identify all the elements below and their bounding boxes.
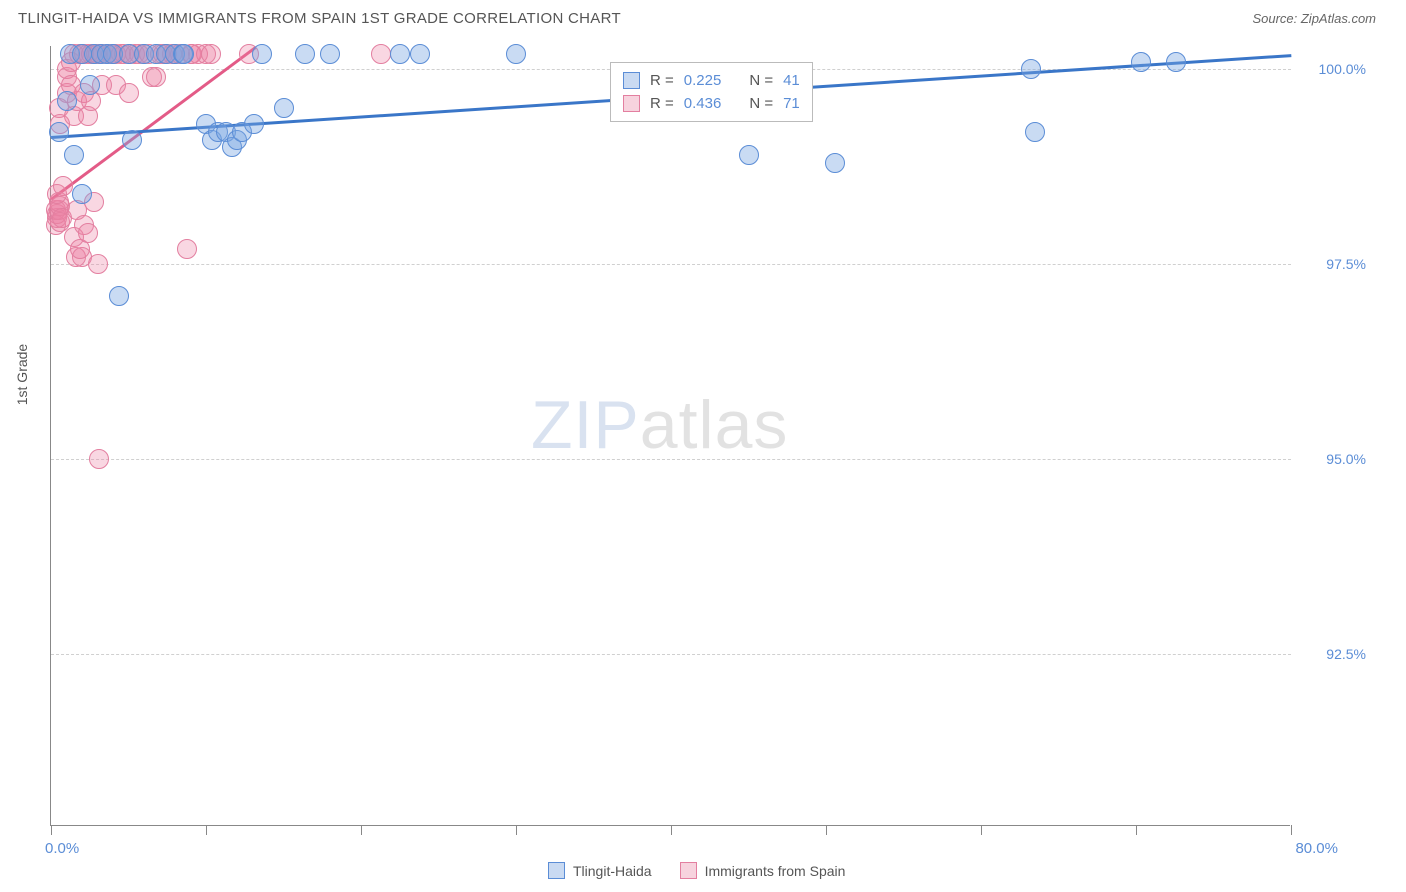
legend-r-value: 0.436 [684,95,722,112]
legend-n-value: 41 [783,72,800,89]
legend-row: R = 0.225 N = 41 [623,69,800,92]
legend-n-value: 71 [783,95,800,112]
chart-area: ZIPatlas 0.0% 80.0% 92.5%95.0%97.5%100.0… [50,46,1370,826]
y-axis-label: 1st Grade [14,344,30,405]
legend-r-label: R = [650,95,674,112]
plot-area: ZIPatlas 0.0% 80.0% 92.5%95.0%97.5%100.0… [50,46,1290,826]
legend-item: Immigrants from Spain [680,862,846,879]
data-point [119,83,139,103]
chart-title: TLINGIT-HAIDA VS IMMIGRANTS FROM SPAIN 1… [18,10,621,27]
x-tick [1136,825,1137,835]
x-tick [361,825,362,835]
data-point [72,184,92,204]
data-point [244,114,264,134]
y-tick-label: 97.5% [1326,256,1366,272]
x-tick [516,825,517,835]
x-tick [981,825,982,835]
data-point [252,44,272,64]
data-point [201,44,221,64]
data-point [177,239,197,259]
x-tick [1291,825,1292,835]
x-tick-label-min: 0.0% [45,840,79,857]
legend-label: Immigrants from Spain [705,863,846,879]
legend-r-label: R = [650,72,674,89]
data-point [64,145,84,165]
watermark-atlas: atlas [640,387,789,463]
data-point [49,122,69,142]
data-point [109,286,129,306]
x-tick [826,825,827,835]
grid-line [51,654,1291,655]
watermark: ZIPatlas [531,386,788,464]
data-point [89,449,109,469]
data-point [274,98,294,118]
y-tick-label: 95.0% [1326,451,1366,467]
x-tick [51,825,52,835]
data-point [739,145,759,165]
data-point [57,91,77,111]
data-point [371,44,391,64]
legend-swatch [548,862,565,879]
data-point [146,67,166,87]
grid-line [51,264,1291,265]
x-tick [671,825,672,835]
legend-n-label: N = [749,72,773,89]
legend-label: Tlingit-Haida [573,863,652,879]
data-point [320,44,340,64]
x-tick [206,825,207,835]
legend-correlation: R = 0.225 N = 41 R = 0.436 N = 71 [610,62,813,122]
legend-n-label: N = [749,95,773,112]
data-point [174,44,194,64]
data-point [295,44,315,64]
grid-line [51,459,1291,460]
y-tick-label: 100.0% [1319,61,1366,77]
legend-swatch [623,72,640,89]
legend-row: R = 0.436 N = 71 [623,92,800,115]
data-point [78,223,98,243]
legend-r-value: 0.225 [684,72,722,89]
data-point [825,153,845,173]
watermark-zip: ZIP [531,387,640,463]
data-point [53,176,73,196]
x-tick-label-max: 80.0% [1295,840,1338,857]
source-label: Source: ZipAtlas.com [1252,11,1376,26]
data-point [1131,52,1151,72]
legend-swatch [680,862,697,879]
data-point [88,254,108,274]
legend-item: Tlingit-Haida [548,862,652,879]
data-point [1021,59,1041,79]
data-point [1166,52,1186,72]
data-point [1025,122,1045,142]
data-point [80,75,100,95]
data-point [390,44,410,64]
legend-swatch [623,95,640,112]
data-point [410,44,430,64]
y-tick-label: 92.5% [1326,646,1366,662]
legend-series: Tlingit-Haida Immigrants from Spain [548,862,845,879]
data-point [506,44,526,64]
data-point [122,130,142,150]
